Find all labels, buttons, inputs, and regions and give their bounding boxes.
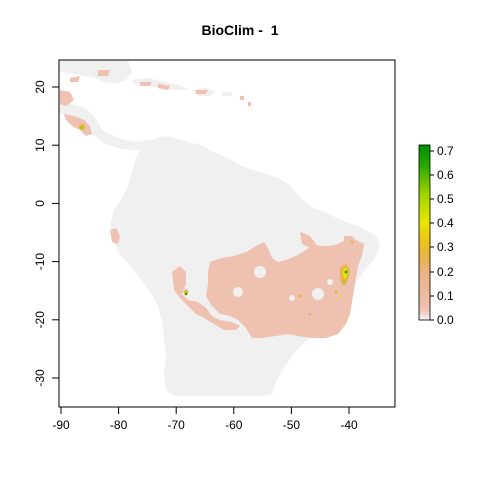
suitability-mexico <box>60 90 74 106</box>
legend-tick-label: 0.7 <box>437 144 454 158</box>
legend-tick-label: 0.2 <box>437 265 454 279</box>
hotspot-southeast <box>298 290 342 316</box>
x-tick-label: -40 <box>340 418 358 432</box>
suitability-florida <box>70 70 110 82</box>
x-tick-label: -90 <box>52 418 70 432</box>
y-tick-label: -10 <box>33 253 47 271</box>
hotspot-bahia <box>340 264 350 286</box>
central-america-land <box>59 100 150 150</box>
suitability-andes-north <box>110 228 120 244</box>
map-gap <box>289 295 295 301</box>
legend-tick-label: 0.5 <box>437 192 454 206</box>
puerto-rico-island <box>222 92 232 96</box>
legend-tick-label: 0.1 <box>437 289 454 303</box>
y-tick-label: -30 <box>33 369 47 387</box>
legend-tick-label: 0.6 <box>437 168 454 182</box>
x-axis: -90 -80 -70 -60 -50 -40 <box>52 406 358 432</box>
x-tick-label: -50 <box>283 418 301 432</box>
north-america-land <box>59 60 132 84</box>
map-gap <box>254 266 266 278</box>
y-tick-label: 0 <box>33 200 47 207</box>
cuba-island <box>132 78 188 90</box>
map-panel <box>59 60 380 396</box>
legend-tick-label: 0.3 <box>437 240 454 254</box>
legend-tick-label: 0.0 <box>437 313 454 327</box>
suitability-chaco <box>172 266 240 330</box>
y-tick-label: -20 <box>33 311 47 329</box>
legend-colorbar: 0.7 0.6 0.5 0.4 0.3 0.2 0.1 0.0 <box>418 144 454 327</box>
hotspot-northeast <box>350 240 354 244</box>
suitability-brazil-central <box>206 240 364 338</box>
x-tick-label: -70 <box>168 418 186 432</box>
x-tick-label: -80 <box>110 418 128 432</box>
suitability-hispaniola <box>196 90 208 94</box>
suitability-cuba <box>140 82 170 90</box>
legend-tick-label: 0.4 <box>437 216 454 230</box>
y-tick-label: 10 <box>33 138 47 152</box>
x-tick-label: -60 <box>225 418 243 432</box>
suitability-northeast <box>300 232 358 248</box>
map-gap <box>233 287 243 297</box>
plot-title: BioClim - 1 <box>201 22 279 38</box>
suitability-central-america <box>64 114 92 136</box>
suitability-antilles <box>240 96 251 106</box>
map-gap <box>327 279 333 285</box>
legend-gradient <box>418 144 431 321</box>
y-tick-label: 20 <box>33 80 47 94</box>
hotspot-andes-south <box>183 289 189 296</box>
map-gap <box>312 288 324 300</box>
hotspot-central-america <box>79 124 85 130</box>
y-axis: 20 10 0 -10 -20 -30 <box>33 80 60 387</box>
